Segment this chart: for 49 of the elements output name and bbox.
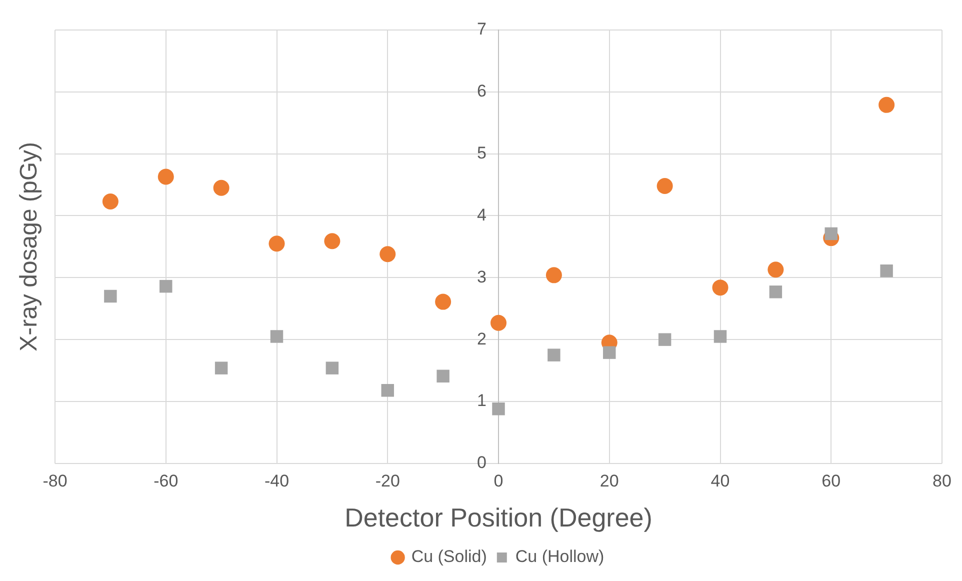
legend-label: Cu (Hollow) [515,547,604,566]
point [214,362,228,374]
y-tick-label: 4 [477,205,486,224]
point [656,178,673,194]
point [326,362,339,374]
point [213,180,230,196]
point [769,286,782,298]
point [714,330,727,343]
point [436,370,450,382]
point [102,194,118,210]
point [548,348,560,362]
y-tick-label: 2 [477,329,486,348]
point [270,330,284,343]
x-tick-label: 20 [600,471,619,490]
point [712,280,728,296]
point [435,294,452,310]
x-tick-label: -40 [264,471,290,490]
point [268,236,285,252]
point [104,290,117,303]
point [380,246,396,262]
point [381,384,394,397]
point [658,333,672,346]
point [546,267,562,284]
point [490,314,506,331]
y-tick-label: 6 [477,82,486,101]
x-tick-label: -60 [154,471,178,490]
y-tick-label: 5 [477,144,486,163]
y-tick-label: 3 [477,267,486,286]
x-tick-label: 0 [494,471,504,490]
y-tick-label: 7 [477,20,486,39]
x-tick-label: 40 [710,471,730,490]
point [324,233,340,250]
point [824,227,838,240]
x-tick-label: -80 [42,471,68,490]
x-tick-label: 60 [822,471,841,490]
x-axis-title: Detector Position (Degree) [344,502,652,533]
x-tick-label: -20 [375,471,400,490]
y-tick-label: 0 [477,453,486,472]
point [158,168,174,185]
point [603,346,616,359]
y-tick-label: 1 [477,391,486,410]
x-tick-label: 80 [932,471,952,490]
point [880,264,893,278]
legend-label: Cu (Solid) [411,547,487,566]
point [768,262,784,278]
point [878,96,895,113]
y-axis-title: X-ray dosage (pGy) [16,142,43,352]
point [160,280,172,293]
point [492,402,505,416]
